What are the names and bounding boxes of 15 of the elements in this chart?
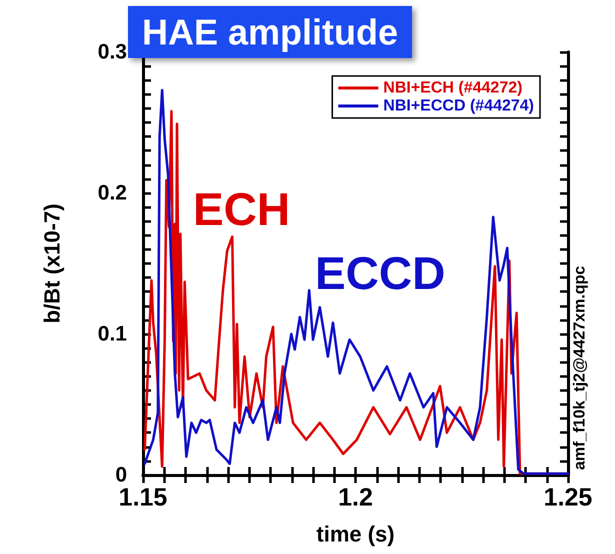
x-tick-label: 1.25 bbox=[544, 484, 592, 512]
y-axis-title: b/Bt (x10-7) bbox=[40, 204, 64, 324]
annotation: ECH bbox=[193, 183, 290, 235]
x-tick-label: 1.15 bbox=[118, 484, 168, 512]
x-axis-title: time (s) bbox=[316, 522, 395, 546]
text: amf_f10k_tj2@4427xm.qpc bbox=[572, 266, 588, 470]
legend-label: NBI+ECCD (#44274) bbox=[383, 98, 534, 114]
annotation: ECCD bbox=[315, 247, 446, 299]
y-tick-label: 0 bbox=[115, 464, 127, 486]
y-tick-label: 0.2 bbox=[98, 182, 127, 204]
chart-title: HAE amplitude bbox=[142, 12, 398, 52]
x-tick-label: 1.2 bbox=[338, 484, 373, 512]
y-tick-label: 0.1 bbox=[98, 322, 128, 346]
legend-label: NBI+ECH (#44272) bbox=[383, 80, 522, 96]
y-tick-label: 0.3 bbox=[98, 40, 127, 64]
